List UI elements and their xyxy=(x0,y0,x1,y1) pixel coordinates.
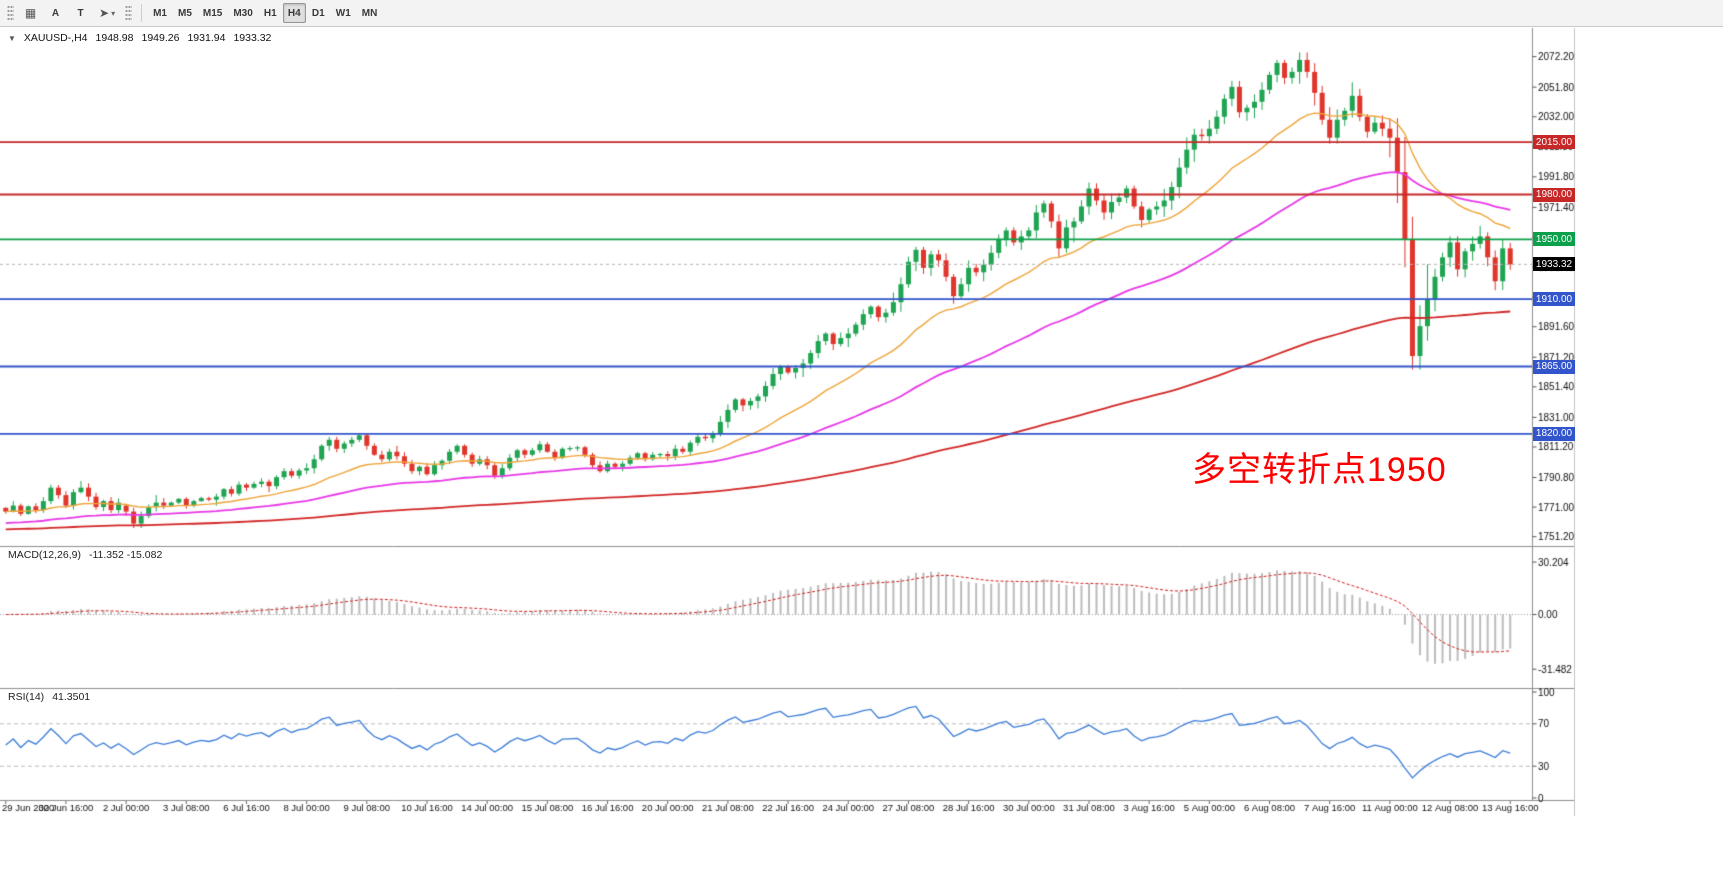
macd-label: MACD(12,26,9) -11.352 -15.082 xyxy=(8,549,162,561)
timeframe-h4[interactable]: H4 xyxy=(282,3,306,23)
toolbar-grip[interactable] xyxy=(7,5,14,21)
price-level-badge: 1820.00 xyxy=(1533,426,1575,441)
toolbar-grip[interactable] xyxy=(125,5,133,21)
chart-grid-icon[interactable]: ▦ xyxy=(19,3,42,23)
rsi-value: 41.3501 xyxy=(52,691,91,703)
macd-name: MACD(12,26,9) xyxy=(8,549,81,561)
one-click-trading-icon[interactable]: ▼ xyxy=(8,33,16,43)
rsi-name: RSI(14) xyxy=(8,691,45,703)
toolbar-divider xyxy=(141,4,143,22)
timeframe-m5[interactable]: M5 xyxy=(173,3,197,23)
price-level-badge: 1950.00 xyxy=(1533,232,1575,247)
annotate-a-button[interactable]: A xyxy=(44,3,67,23)
timeframe-m1[interactable]: M1 xyxy=(148,3,172,23)
timeframe-mn[interactable]: MN xyxy=(357,3,383,23)
text-tool-button[interactable]: T xyxy=(69,3,92,23)
timeframe-m15[interactable]: M15 xyxy=(198,3,227,23)
price-level-badge: 1865.00 xyxy=(1533,359,1575,374)
timeframe-bar: M1 M5 M15 M30 H1 H4 D1 W1 MN xyxy=(148,3,382,23)
price-level-badge: 2015.00 xyxy=(1533,135,1575,150)
high-value: 1949.26 xyxy=(141,32,180,44)
chart-annotation-text[interactable]: 多空转折点1950 xyxy=(1192,451,1447,489)
price-level-badge: 1910.00 xyxy=(1533,292,1575,307)
cursor-tool-button[interactable]: ➤ ▾ xyxy=(94,3,120,23)
symbol-period-label: XAUUSD-,H4 xyxy=(23,32,88,44)
chevron-down-icon: ▾ xyxy=(111,8,116,18)
timeframe-h1[interactable]: H1 xyxy=(259,3,282,23)
macd-values: -11.352 -15.082 xyxy=(88,549,163,561)
cursor-icon: ➤ xyxy=(99,6,110,20)
timeframe-d1[interactable]: D1 xyxy=(307,3,330,23)
current-price-badge: 1933.32 xyxy=(1533,257,1575,272)
low-value: 1931.94 xyxy=(187,32,226,44)
timeframe-w1[interactable]: W1 xyxy=(331,3,356,23)
close-value: 1933.32 xyxy=(233,32,272,44)
chart-title: ▼ XAUUSD-,H4 1948.98 1949.26 1931.94 193… xyxy=(8,32,271,44)
price-level-badge: 1980.00 xyxy=(1533,187,1575,202)
rsi-label: RSI(14) 41.3501 xyxy=(8,691,90,703)
toolbar: ▦ A T ➤ ▾ M1 M5 M15 M30 H1 H4 D1 W1 MN xyxy=(0,0,1723,27)
timeframe-m30[interactable]: M30 xyxy=(228,3,257,23)
open-value: 1948.98 xyxy=(95,32,134,44)
